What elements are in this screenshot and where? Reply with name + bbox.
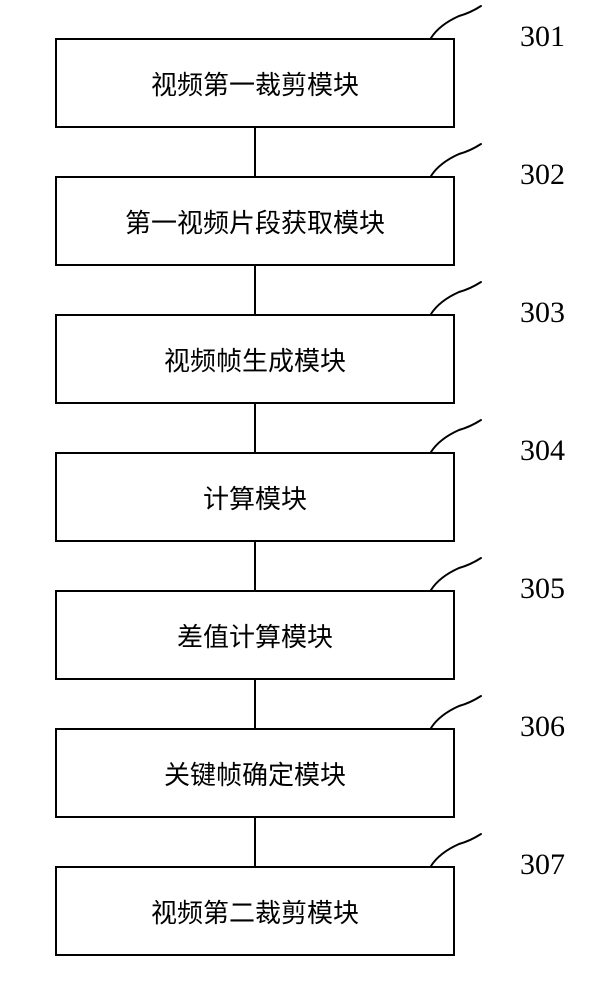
flow-node-label: 305 [520,572,565,606]
flow-node-text: 视频帧生成模块 [164,341,346,378]
flow-node-text: 关键帧确定模块 [164,755,346,792]
flow-node: 差值计算模块 [55,590,455,680]
flow-node: 视频第二裁剪模块 [55,866,455,956]
flow-node-text: 视频第二裁剪模块 [151,893,359,930]
flow-node: 第一视频片段获取模块 [55,176,455,266]
flow-node: 视频帧生成模块 [55,314,455,404]
flow-node-label: 302 [520,158,565,192]
flow-node-text: 计算模块 [203,479,307,516]
flow-node: 计算模块 [55,452,455,542]
flow-node-label: 306 [520,710,565,744]
flow-node-text: 差值计算模块 [177,617,333,654]
flowchart-canvas: 视频第一裁剪模块 301 第一视频片段获取模块 302 视频帧生成模块 303 计算模块 30… [0,0,608,1000]
flow-node: 关键帧确定模块 [55,728,455,818]
flow-node-label: 307 [520,848,565,882]
flow-node-label: 304 [520,434,565,468]
flow-node-label: 303 [520,296,565,330]
flow-node: 视频第一裁剪模块 [55,38,455,128]
flow-node-text: 第一视频片段获取模块 [125,203,385,240]
flow-node-label: 301 [520,20,565,54]
flow-node-text: 视频第一裁剪模块 [151,65,359,102]
